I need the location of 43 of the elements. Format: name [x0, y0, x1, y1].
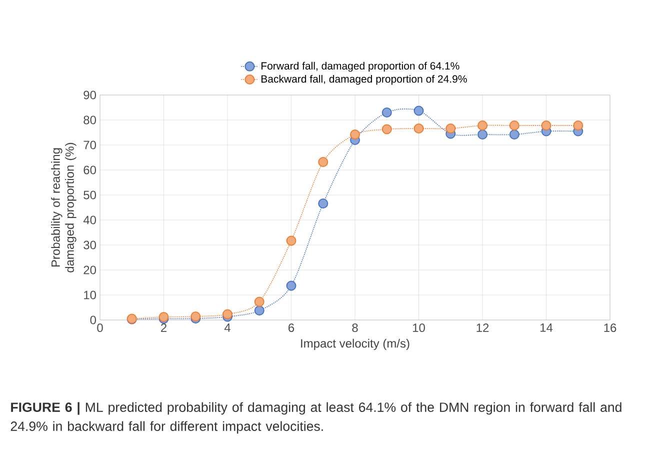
y-tick-label: 40 — [83, 216, 96, 224]
x-tick-label: 14 — [540, 324, 553, 332]
point — [478, 120, 488, 130]
point — [222, 309, 233, 320]
point — [446, 124, 456, 134]
legend-label: Forward fall, damaged proportion of 64.1% — [262, 62, 460, 72]
point — [286, 236, 296, 246]
y-axis-title: Probability of reaching damaged proportion (%) — [51, 142, 76, 272]
point — [350, 130, 360, 140]
point — [509, 120, 520, 130]
point — [254, 306, 264, 316]
point — [382, 108, 392, 118]
point — [478, 130, 488, 140]
point — [573, 120, 584, 130]
x-tick-label: 12 — [476, 324, 489, 332]
x-tick-label: 8 — [352, 324, 358, 332]
point — [254, 296, 264, 307]
y-tick-label: 0 — [90, 316, 96, 324]
point — [414, 124, 424, 134]
x-tick-label: 16 — [604, 324, 616, 332]
legend-label: Backward fall, damaged proportion of 24.9% — [262, 74, 467, 85]
y-tick-label: 30 — [84, 240, 96, 250]
x-tick-label: 6 — [288, 324, 294, 332]
text: FIGURE 6 | ML predicted probability of damaging at least 64.1% of the DMN region in forward fall and 24.9% in backward fall for different impact velocities. — [10, 402, 622, 434]
x-axis-title: Impact velocity (m/s) — [301, 338, 410, 350]
x-tick-label: 2 — [161, 324, 166, 332]
point — [318, 198, 328, 208]
y-tick-label: 50 — [84, 190, 96, 200]
y-tick-label: 60 — [84, 166, 96, 174]
y-tick-label: 70 — [84, 140, 96, 150]
point — [318, 157, 328, 167]
y-tick-label: 90 — [84, 90, 96, 100]
point — [382, 124, 392, 134]
point — [286, 280, 296, 291]
point — [509, 130, 520, 140]
point — [541, 120, 552, 130]
x-tick-label: 4 — [224, 324, 230, 332]
y-tick-label: 80 — [84, 116, 96, 124]
x-tick-label: 0 — [97, 324, 103, 332]
point — [414, 106, 424, 116]
y-tick-label: 20 — [84, 266, 96, 274]
x-tick-label: 10 — [413, 324, 425, 332]
y-tick-label: 10 — [84, 290, 96, 300]
